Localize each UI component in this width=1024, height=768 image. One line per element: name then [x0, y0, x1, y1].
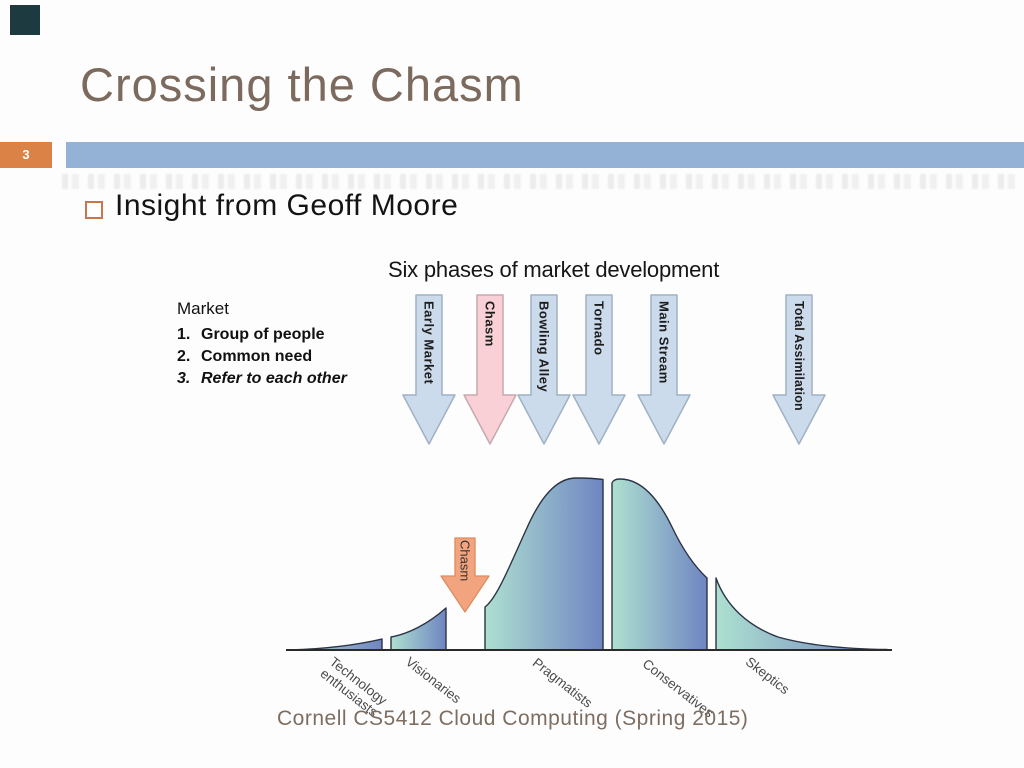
market-item-number: 3.	[177, 370, 191, 387]
curve-label-skeptics: Skeptics	[742, 654, 793, 698]
diagram-heading: Six phases of market development	[388, 257, 720, 282]
market-item: 1. Group of people	[177, 324, 347, 346]
phase-arrow-early-market: Early Market	[402, 294, 456, 445]
bell-curve-graphic	[286, 477, 892, 651]
adoption-bell-curve	[280, 470, 900, 655]
phase-arrow-bowling-alley: Bowling Alley	[517, 294, 571, 445]
phase-arrow-label: Total Assimilation	[792, 301, 806, 411]
market-item: 2. Common need	[177, 346, 347, 368]
segment-skeptics	[715, 577, 888, 651]
segment-technology-enthusiasts	[289, 638, 383, 651]
phase-arrow-label: Chasm	[482, 301, 498, 347]
market-item-number: 2.	[177, 348, 191, 365]
footer-text: Cornell CS5412 Cloud Computing (Spring 2…	[277, 707, 749, 730]
phase-arrow-label: Tornado	[591, 301, 607, 356]
market-item-text: Common need	[201, 348, 313, 365]
phase-arrow-label: Main Stream	[656, 301, 672, 384]
down-arrow-icon	[402, 294, 456, 445]
segment-conservatives	[611, 478, 708, 651]
down-arrow-icon	[440, 537, 490, 613]
down-arrow-icon	[772, 294, 826, 445]
down-arrow-icon	[517, 294, 571, 445]
market-item-text: Group of people	[201, 326, 325, 343]
bullet-text: Insight from Geoff Moore	[115, 189, 459, 222]
segment-pragmatists	[484, 477, 604, 651]
market-title: Market	[177, 299, 229, 318]
phase-arrow-chasm: Chasm	[463, 294, 517, 445]
curve-label-visionaries: Visionaries	[402, 654, 464, 707]
phase-arrow-total-assimilation: Total Assimilation	[772, 294, 826, 445]
market-item-text: Refer to each other	[201, 370, 347, 387]
market-item-number: 1.	[177, 326, 191, 343]
market-definition-box: Market 1. Group of people 2. Common need 3…	[177, 299, 347, 390]
market-item: 3. Refer to each other	[177, 368, 347, 390]
compression-artifact-band	[62, 174, 1022, 189]
phase-arrow-label: Bowling Alley	[536, 301, 552, 393]
segment-visionaries	[390, 607, 447, 651]
down-arrow-icon	[463, 294, 517, 445]
page-number-badge: 3	[0, 142, 52, 168]
slide-title: Crossing the Chasm	[80, 58, 524, 111]
bullet-square-icon	[85, 201, 103, 219]
down-arrow-icon	[637, 294, 691, 445]
chasm-pointer: Chasm	[440, 536, 490, 614]
phase-arrow-main-stream: Main Stream	[637, 294, 691, 445]
phase-arrow-tornado: Tornado	[572, 294, 626, 445]
header-accent-band	[66, 142, 1024, 168]
phase-arrow-label: Early Market	[421, 301, 437, 385]
theme-corner-block	[10, 5, 40, 35]
chasm-pointer-label: Chasm	[457, 540, 473, 582]
down-arrow-icon	[572, 294, 626, 445]
curve-label-pragmatists: Pragmatists	[529, 655, 596, 711]
